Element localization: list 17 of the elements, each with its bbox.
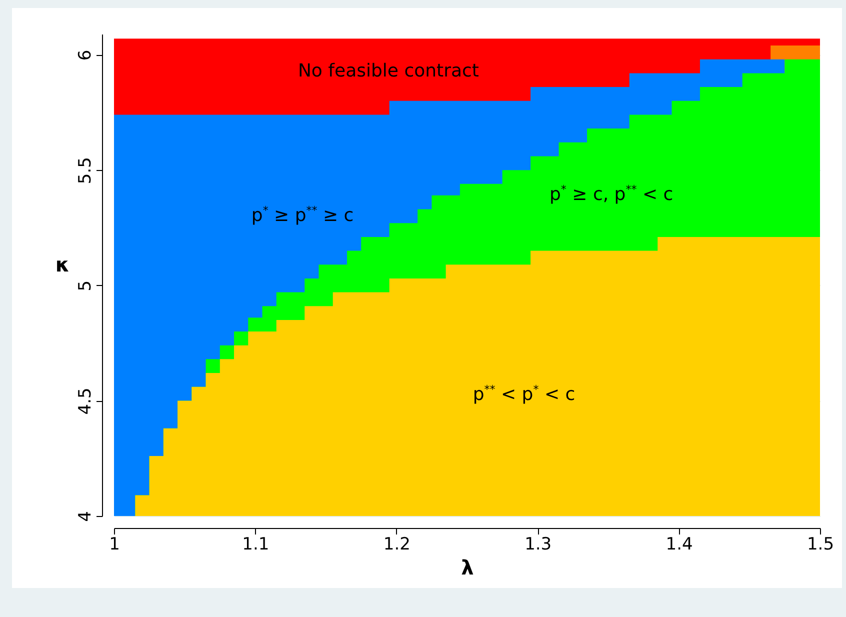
y-tick-label: 4.5 — [76, 388, 96, 415]
x-tick-label: 1.5 — [806, 534, 834, 554]
x-tick-label: 1.3 — [524, 534, 552, 554]
series-label: No feasible contract — [298, 60, 479, 82]
y-tick-label: 5.5 — [76, 157, 96, 184]
y-tick-label: 6 — [76, 50, 96, 61]
series-label: p$^{*}$ ≥ c, p$^{**}$ < c — [549, 182, 674, 205]
x-tick-label: 1.2 — [383, 534, 410, 554]
x-tick-label: 1.1 — [242, 534, 270, 554]
x-tick-label: 1.4 — [666, 534, 693, 554]
x-axis-title: λ — [461, 556, 474, 580]
y-tick-label: 4 — [76, 511, 96, 522]
series-label: p$^{**}$ < p$^{*}$ < c — [472, 383, 576, 406]
y-axis-title: κ — [55, 252, 70, 276]
x-tick-label: 1 — [109, 534, 120, 554]
y-tick-label: 5 — [76, 280, 96, 292]
series-label: p$^{*}$ ≥ p$^{**}$ ≥ c — [251, 204, 354, 226]
